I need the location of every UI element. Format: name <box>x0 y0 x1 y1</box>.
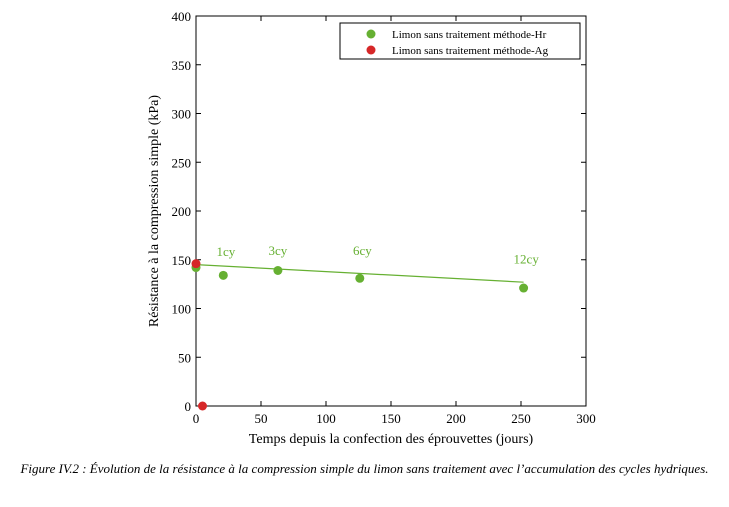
y-tick-label: 50 <box>178 350 191 365</box>
figure-caption-text: : Évolution de la résistance à la compre… <box>78 461 709 476</box>
legend-marker <box>366 29 376 39</box>
data-point-ag <box>198 401 207 411</box>
data-point-hr <box>218 270 228 280</box>
x-tick-label: 200 <box>446 411 466 426</box>
y-tick-label: 0 <box>185 399 192 414</box>
figure-caption-label: Figure IV.2 <box>20 461 79 476</box>
x-tick-label: 150 <box>381 411 401 426</box>
legend-marker <box>366 45 376 55</box>
x-tick-label: 300 <box>576 411 596 426</box>
x-tick-label: 100 <box>316 411 336 426</box>
legend-label: Limon sans traitement méthode-Ag <box>392 45 549 57</box>
axis-ticks: 0 50 100 150 200 250 300 0 50 100 150 200 250 300 350 4… <box>172 9 596 426</box>
data-point-ag <box>191 259 201 269</box>
data-point-hr <box>355 273 365 283</box>
y-tick-label: 150 <box>172 253 192 268</box>
cycle-label: 1cy <box>217 244 236 259</box>
cycle-label: 3cy <box>269 243 288 258</box>
data-point-hr <box>273 265 283 275</box>
y-tick-label: 300 <box>172 107 192 122</box>
y-axis-label: Résistance à la compression simple (kPa) <box>147 95 162 327</box>
cycle-label: 12cy <box>514 252 540 267</box>
legend-label: Limon sans traitement méthode-Hr <box>392 29 547 41</box>
cycle-label: 6cy <box>353 243 372 258</box>
trend-line <box>195 264 524 283</box>
data-point-hr <box>519 283 529 293</box>
y-tick-label: 100 <box>172 302 192 317</box>
x-tick-label: 50 <box>255 411 268 426</box>
data-layer: 1cy 3cy 6cy 12cy <box>191 243 540 411</box>
legend: Limon sans traitement méthode-Hr Limon sa… <box>339 22 581 60</box>
chart: 0 50 100 150 200 250 300 0 50 100 150 200 250 300 350 4… <box>147 9 596 447</box>
plot-frame <box>195 15 587 407</box>
x-tick-label: 250 <box>511 411 531 426</box>
y-tick-label: 350 <box>172 58 192 73</box>
y-tick-label: 250 <box>172 155 192 170</box>
y-tick-label: 400 <box>172 9 192 24</box>
x-axis-label: Temps depuis la confection des éprouvett… <box>249 432 534 447</box>
figure-caption: Figure IV.2 : Évolution de la résistance… <box>10 460 719 478</box>
y-tick-label: 200 <box>172 204 192 219</box>
x-tick-label: 0 <box>193 411 200 426</box>
legend-box <box>339 22 581 60</box>
